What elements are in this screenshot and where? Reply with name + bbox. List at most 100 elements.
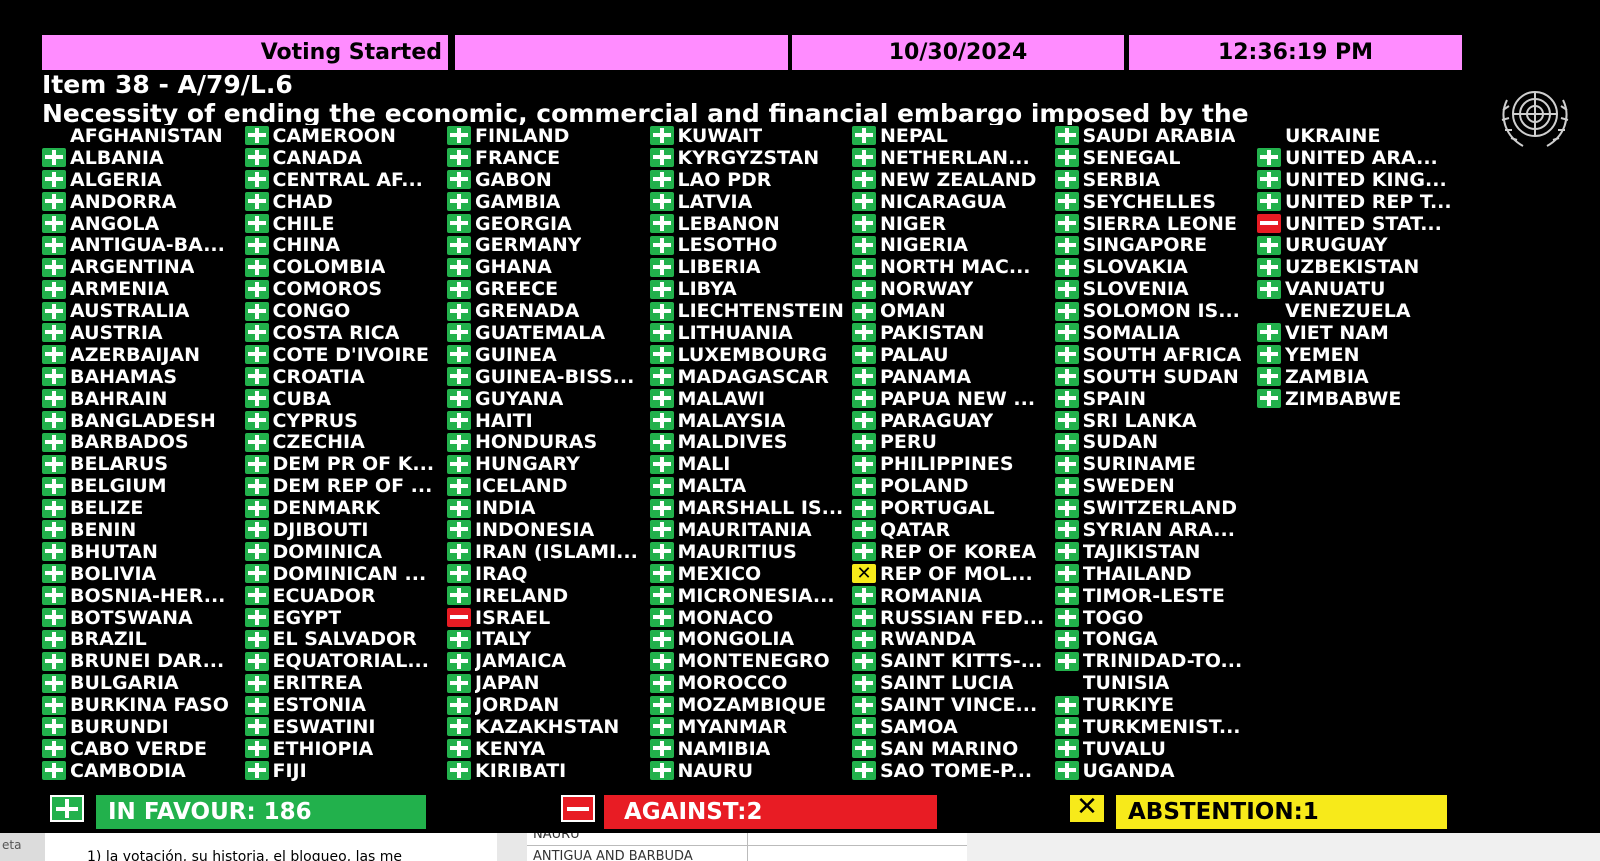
country-name: KAZAKHSTAN (475, 716, 620, 737)
plus-icon (1257, 367, 1281, 387)
country-row: CANADA (244, 147, 447, 169)
country-name: RWANDA (880, 629, 976, 650)
plus-icon (852, 476, 876, 496)
plus-icon (649, 586, 674, 606)
plus-icon (1054, 257, 1079, 277)
country-name: FRANCE (475, 147, 561, 168)
country-row: FIJI (244, 760, 447, 782)
country-row: SYRIAN ARA... (1054, 519, 1257, 541)
country-name: HAITI (475, 410, 533, 431)
country-name: VIET NAM (1285, 322, 1389, 343)
country-name: CYPRUS (272, 410, 358, 431)
country-name: NAURU (677, 760, 754, 781)
country-row: TIMOR-LESTE (1054, 585, 1257, 607)
plus-icon (42, 432, 66, 452)
country-row: DEM PR OF K... (244, 453, 447, 475)
country-row: LUXEMBOURG (649, 344, 852, 366)
country-row: THAILAND (1054, 563, 1257, 585)
plus-icon (1257, 235, 1281, 255)
country-row: TUNISIA (1055, 672, 1257, 694)
plus-icon (649, 367, 674, 387)
country-row: CHAD (244, 191, 447, 213)
country-row: SAUDI ARABIA (1054, 125, 1257, 147)
country-name: NEW ZEALAND (880, 169, 1037, 190)
plus-icon (852, 651, 876, 671)
country-row: NAMIBIA (649, 738, 852, 760)
country-row: SWEDEN (1054, 475, 1257, 497)
country-name: ISRAEL (475, 607, 551, 628)
plus-icon (447, 214, 471, 233)
plus-icon (244, 279, 269, 299)
country-row: MICRONESIA... (649, 585, 852, 607)
country-row: ANDORRA (42, 191, 244, 213)
country-name: UKRAINE (1285, 125, 1381, 146)
background-tab[interactable]: eta (0, 833, 45, 861)
country-row: VENEZUELA (1257, 300, 1459, 322)
country-row: UZBEKISTAN (1257, 256, 1459, 278)
plus-icon (649, 476, 674, 496)
country-name: INDONESIA (475, 519, 595, 540)
country-row: BULGARIA (42, 672, 244, 694)
plus-icon (852, 389, 876, 409)
plus-icon (649, 673, 674, 693)
plus-icon (852, 367, 876, 387)
country-row: URUGUAY (1257, 234, 1459, 256)
country-name: SAINT KITTS-... (880, 651, 1043, 672)
header-empty-field (455, 35, 788, 70)
country-row: MAURITANIA (649, 519, 852, 541)
country-row: ANGOLA (42, 213, 244, 235)
country-row: SOUTH SUDAN (1054, 366, 1257, 388)
country-name: AUSTRIA (70, 322, 163, 343)
plus-icon (1257, 148, 1281, 168)
country-row: SPAIN (1054, 388, 1257, 410)
plus-icon (852, 214, 876, 233)
country-name: ANGOLA (70, 213, 160, 234)
country-name: ARMENIA (70, 279, 169, 300)
country-row: UNITED REP T... (1257, 191, 1459, 213)
plus-icon (852, 673, 876, 693)
country-name: IRELAND (475, 585, 569, 606)
plus-icon (649, 651, 674, 671)
country-row: NEW ZEALAND (852, 169, 1054, 191)
country-name: INDIA (475, 498, 536, 519)
plus-icon (1054, 214, 1079, 233)
country-name: TUVALU (1082, 738, 1166, 759)
country-row: DEM REP OF ... (244, 475, 447, 497)
country-name: REP OF KOREA (880, 541, 1037, 562)
country-name: AFGHANISTAN (70, 125, 223, 146)
plus-icon (42, 279, 66, 299)
country-name: MICRONESIA... (677, 585, 835, 606)
country-row: GREECE (447, 278, 649, 300)
plus-icon (1054, 608, 1079, 628)
plus-icon (42, 520, 66, 540)
plus-icon (42, 411, 66, 431)
plus-icon (244, 367, 269, 387)
plus-icon (447, 498, 471, 518)
country-row: GHANA (447, 256, 649, 278)
country-row: YEMEN (1257, 344, 1459, 366)
plus-icon (447, 454, 471, 474)
country-row: CHINA (244, 234, 447, 256)
plus-icon (244, 432, 269, 452)
voting-status-bar: Voting Started (42, 35, 448, 70)
plus-icon (1257, 170, 1281, 190)
country-row: ICELAND (447, 475, 649, 497)
country-row: JAPAN (447, 672, 649, 694)
country-name: MALI (677, 454, 731, 475)
country-row: MALI (649, 453, 852, 475)
country-row: CAMBODIA (42, 760, 244, 782)
no-vote-icon (1257, 126, 1281, 145)
country-row: NAURU (649, 760, 852, 782)
country-row: PAKISTAN (852, 322, 1054, 344)
country-row: LEBANON (649, 213, 852, 235)
country-name: GABON (475, 169, 552, 190)
plus-icon (852, 608, 876, 628)
country-row: SLOVENIA (1054, 278, 1257, 300)
country-name: AZERBAIJAN (70, 344, 201, 365)
country-row: BOTSWANA (42, 607, 244, 629)
against-minus-icon (561, 795, 595, 822)
plus-icon (852, 148, 876, 168)
no-vote-icon (1055, 674, 1079, 693)
plus-icon (244, 608, 269, 628)
country-row: LIECHTENSTEIN (649, 300, 852, 322)
